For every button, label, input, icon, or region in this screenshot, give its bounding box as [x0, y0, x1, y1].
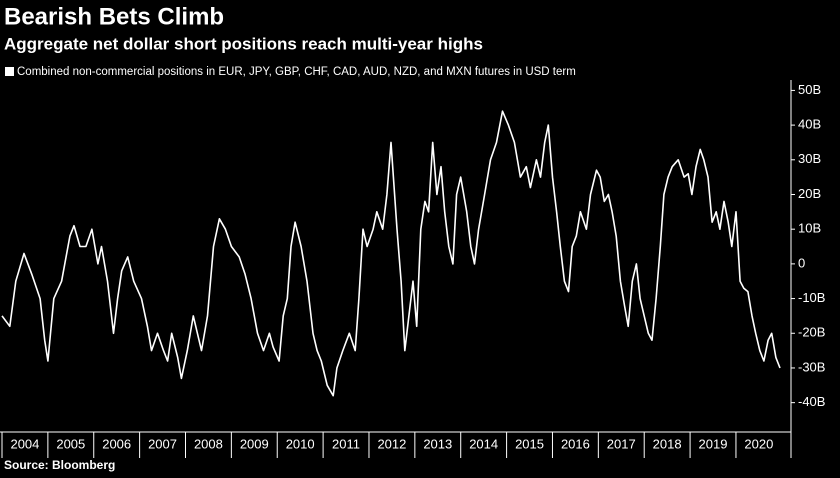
x-tick-label: 2012	[377, 436, 406, 451]
x-tick-label: 2010	[286, 436, 315, 451]
y-tick-label: -20B	[798, 325, 825, 340]
x-tick-label: 2008	[194, 436, 223, 451]
x-tick-label: 2004	[10, 436, 39, 451]
x-tick-label: 2015	[515, 436, 544, 451]
x-tick-label: 2018	[653, 436, 682, 451]
y-tick-label: -40B	[798, 394, 825, 409]
y-tick-label: 10B	[798, 221, 821, 236]
y-tick-label: 40B	[798, 117, 821, 132]
y-tick-label: 0	[798, 255, 805, 270]
legend-label: Combined non-commercial positions in EUR…	[17, 66, 576, 78]
y-tick-label: -30B	[798, 359, 825, 374]
line	[1, 110, 781, 397]
x-tick-label: 2009	[240, 436, 269, 451]
x-tick-label: 2014	[469, 436, 498, 451]
chart-subtitle: Aggregate net dollar short positions rea…	[4, 34, 483, 53]
y-tick-label: 20B	[798, 186, 821, 201]
y-tick-label: -10B	[798, 290, 825, 305]
x-tick-label: 2019	[699, 436, 728, 451]
x-tick-label: 2006	[102, 436, 131, 451]
x-tick-label: 2016	[561, 436, 590, 451]
x-tick-label: 2011	[332, 436, 360, 451]
source: Source: Bloomberg	[4, 458, 115, 472]
x-tick-label: 2017	[607, 436, 636, 451]
x-tick-label: 2020	[744, 436, 773, 451]
y-tick-label: 50B	[798, 82, 821, 97]
chart-title: Bearish Bets Climb	[4, 3, 224, 30]
x-tick-label: 2013	[423, 436, 452, 451]
legend-swatch	[5, 67, 14, 76]
x-tick-label: 2007	[148, 436, 177, 451]
y-tick-label: 30B	[798, 151, 821, 166]
x-tick-label: 2005	[56, 436, 85, 451]
